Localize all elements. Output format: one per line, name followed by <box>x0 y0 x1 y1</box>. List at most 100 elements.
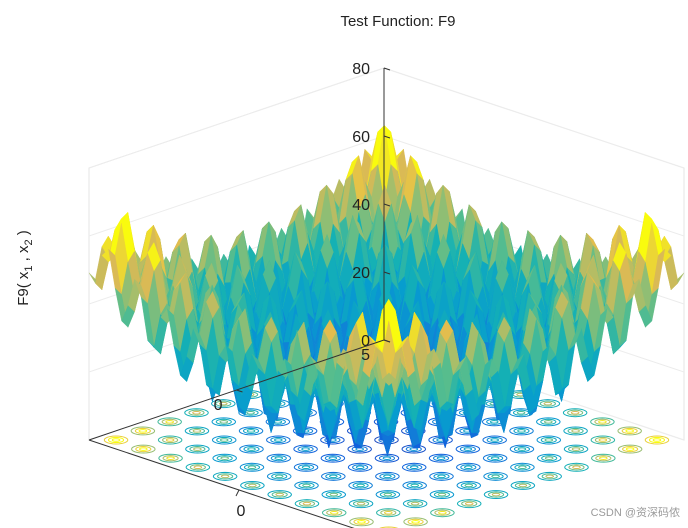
contour-line <box>298 482 315 489</box>
contour-line <box>165 438 175 442</box>
contour-line <box>539 400 556 407</box>
contour-line <box>456 499 482 509</box>
contour-line <box>535 399 561 409</box>
contour-line <box>536 417 561 427</box>
contour-line <box>273 438 283 442</box>
contour-line <box>266 435 291 445</box>
contour-line <box>211 399 236 409</box>
contour-line <box>382 456 392 460</box>
contour-line <box>540 436 557 444</box>
contour-line <box>571 447 581 451</box>
contour-line <box>215 400 232 407</box>
contour-line <box>648 436 666 444</box>
contour-line <box>266 471 292 481</box>
contour-line <box>162 436 179 444</box>
contour-line <box>487 473 504 480</box>
contour-line <box>510 462 535 472</box>
contour-line <box>406 464 423 471</box>
contour-line <box>438 510 447 515</box>
contour-line <box>188 409 205 416</box>
z-tick-label: 0 <box>361 333 370 350</box>
z-tick-mark <box>383 135 391 139</box>
contour-line <box>189 446 206 453</box>
contour-line <box>489 420 499 424</box>
contour-line <box>411 520 420 524</box>
contour-line <box>410 501 420 506</box>
contour-line <box>138 447 148 451</box>
contour-line <box>267 490 292 500</box>
contour-line <box>219 420 229 424</box>
contour-line <box>135 446 152 453</box>
contour-line <box>514 482 531 489</box>
contour-line <box>625 447 635 451</box>
contour-line <box>347 444 372 454</box>
contour-line <box>270 455 287 462</box>
contour-line <box>456 462 481 472</box>
contour-line <box>517 447 527 451</box>
right-axis-tick-mark <box>235 489 240 497</box>
contour-line <box>356 501 366 506</box>
contour-line <box>459 446 476 453</box>
contour-line <box>374 453 400 463</box>
contour-line <box>463 447 473 451</box>
contour-line <box>464 483 474 488</box>
contour-line <box>490 456 500 460</box>
contour-line <box>380 509 397 516</box>
contour-line <box>294 499 320 509</box>
contour-line <box>103 435 129 445</box>
contour-line <box>509 444 535 454</box>
contour-line <box>432 436 449 444</box>
contour-line <box>294 480 319 490</box>
contour-line <box>428 435 453 445</box>
contour-line <box>540 418 557 425</box>
z-tick-label: 40 <box>352 197 370 214</box>
z-tick-label: 80 <box>352 61 370 78</box>
contour-line <box>348 499 374 509</box>
contour-line <box>490 438 500 442</box>
contour-line <box>216 436 233 444</box>
contour-line <box>185 444 210 454</box>
contour-line <box>321 490 347 500</box>
contour-line <box>347 462 373 472</box>
contour-line <box>271 491 288 498</box>
contour-line <box>486 436 503 444</box>
contour-line <box>487 491 505 498</box>
contour-line <box>352 482 369 489</box>
contour-line <box>652 438 662 442</box>
contour-line <box>568 464 585 471</box>
contour-line <box>302 483 311 488</box>
contour-line <box>590 435 616 445</box>
contour-line <box>460 464 477 471</box>
contour-line <box>617 426 642 436</box>
contour-line <box>563 444 589 454</box>
contour-line <box>403 517 428 527</box>
contour-line <box>562 408 588 418</box>
contour-line <box>246 410 255 415</box>
contour-line <box>541 473 558 480</box>
contour-line <box>570 410 580 415</box>
contour-line <box>407 518 424 525</box>
contour-line <box>461 500 478 507</box>
contour-line <box>212 471 238 481</box>
contour-line <box>243 464 261 471</box>
left-axis-tick-label: 5 <box>361 347 370 364</box>
contour-line <box>293 462 319 472</box>
contour-line <box>271 473 288 480</box>
contour-line <box>353 518 370 525</box>
contour-line <box>329 510 339 515</box>
contour-line <box>240 480 265 490</box>
contour-line <box>409 465 419 470</box>
contour-line <box>293 444 318 454</box>
contour-line <box>376 508 401 518</box>
z-tick-mark <box>383 203 391 207</box>
contour-line <box>436 456 446 460</box>
contour-line <box>349 517 374 527</box>
contour-line <box>138 429 148 433</box>
contour-line <box>379 473 396 480</box>
contour-line <box>184 426 210 436</box>
contour-line <box>355 465 365 470</box>
contour-line <box>598 456 608 460</box>
contour-line <box>157 417 182 427</box>
contour-line <box>211 435 237 445</box>
contour-line <box>433 491 451 498</box>
